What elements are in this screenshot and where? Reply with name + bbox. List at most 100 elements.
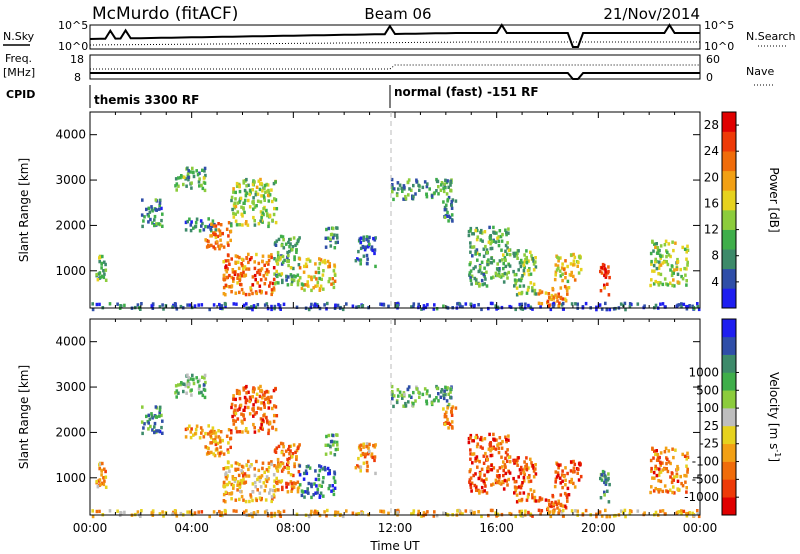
heatmap-cell [435,514,439,518]
heatmap-cell [174,305,178,309]
heatmap-cell [147,427,150,431]
heatmap-cell [290,489,293,493]
heatmap-cell [480,435,483,440]
heatmap-cell [212,224,216,228]
heatmap-cell [451,426,454,430]
heatmap-cell [475,458,479,462]
heatmap-cell [227,466,230,470]
heatmap-cell [471,245,474,249]
heatmap-cell [196,380,200,384]
heatmap-cell [652,263,656,268]
heatmap-cell [267,254,271,258]
heatmap-cell [469,457,472,461]
heatmap-cell [222,492,226,497]
heatmap-cell [552,297,555,301]
heatmap-cell [207,446,210,451]
heatmap-cell [213,231,217,235]
heatmap-cell [391,183,394,187]
heatmap-cell [518,261,522,265]
heatmap-cell [305,471,309,476]
heatmap-cell [150,412,153,416]
heatmap-cell [504,450,508,455]
heatmap-cell [525,255,528,260]
heatmap-cell [271,425,274,429]
heatmap-cell [412,183,415,188]
heatmap-cell [517,485,521,489]
heatmap-cell [333,246,337,250]
heatmap-cell [390,384,394,389]
heatmap-cell [276,481,279,486]
heatmap-cell [628,305,632,309]
heatmap-cell [263,470,266,474]
heatmap-cell [477,510,480,514]
heatmap-cell [657,281,660,285]
heatmap-cell [267,270,270,274]
heatmap-cell [537,301,541,305]
heatmap-cell [673,268,676,272]
heatmap-cell [243,472,247,476]
heatmap-cell [498,267,501,271]
heatmap-cell [544,498,548,502]
heatmap-cell [136,303,140,307]
heatmap-cell [501,480,504,484]
heatmap-cell [246,223,250,227]
heatmap-cell [448,215,452,220]
heatmap-cell [561,469,564,473]
heatmap-cell [447,195,451,200]
heatmap-cell [210,224,214,229]
heatmap-cell [197,180,201,184]
heatmap-cell [153,425,156,429]
heatmap-cell [652,456,655,460]
heatmap-cell [323,303,326,307]
heatmap-cell [256,199,260,203]
heatmap-cell [220,304,224,308]
heatmap-cell [241,223,244,227]
heatmap-cell [151,302,155,306]
heatmap-cell [236,480,240,484]
heatmap-cell [572,459,575,464]
heatmap-cell [672,485,675,489]
heatmap-cell [186,379,190,383]
heatmap-cell [469,241,472,245]
heatmap-cell [236,210,240,214]
heatmap-cell [325,227,328,232]
heatmap-cell [509,512,513,516]
freq-tick-low: 8 [74,71,81,84]
heatmap-cell [359,453,363,458]
heatmap-cell [158,198,162,202]
heatmap-cell [191,377,195,381]
heatmap-cell [532,466,535,470]
heatmap-cell [335,433,338,437]
heatmap-cell [234,461,238,465]
heatmap-cell [485,477,488,481]
heatmap-cell [554,273,557,277]
heatmap-cell [490,256,493,260]
heatmap-cell [483,266,486,270]
heatmap-cell [561,297,565,301]
heatmap-cell [252,511,256,515]
heatmap-cell [531,496,534,500]
heatmap-cell [251,188,254,192]
heatmap-cell [491,301,494,306]
heatmap-cell [574,509,577,513]
heatmap-cell [222,260,225,264]
heatmap-cell [241,430,244,434]
heatmap-cell [231,268,235,272]
heatmap-cell [222,285,226,290]
heatmap-cell [245,427,248,431]
heatmap-cell [228,469,231,473]
heatmap-cell [501,439,504,444]
heatmap-cell [407,178,411,182]
heatmap-cell [570,477,573,482]
heatmap-cell [401,396,404,400]
heatmap-cell [561,485,564,490]
heatmap-cell [428,187,431,191]
heatmap-cell [685,464,688,468]
heatmap-cell [292,266,295,271]
heatmap-cell [600,473,604,477]
heatmap-cell [469,433,473,438]
heatmap-cell [495,307,498,311]
heatmap-cell [677,303,681,307]
heatmap-cell [527,303,530,308]
